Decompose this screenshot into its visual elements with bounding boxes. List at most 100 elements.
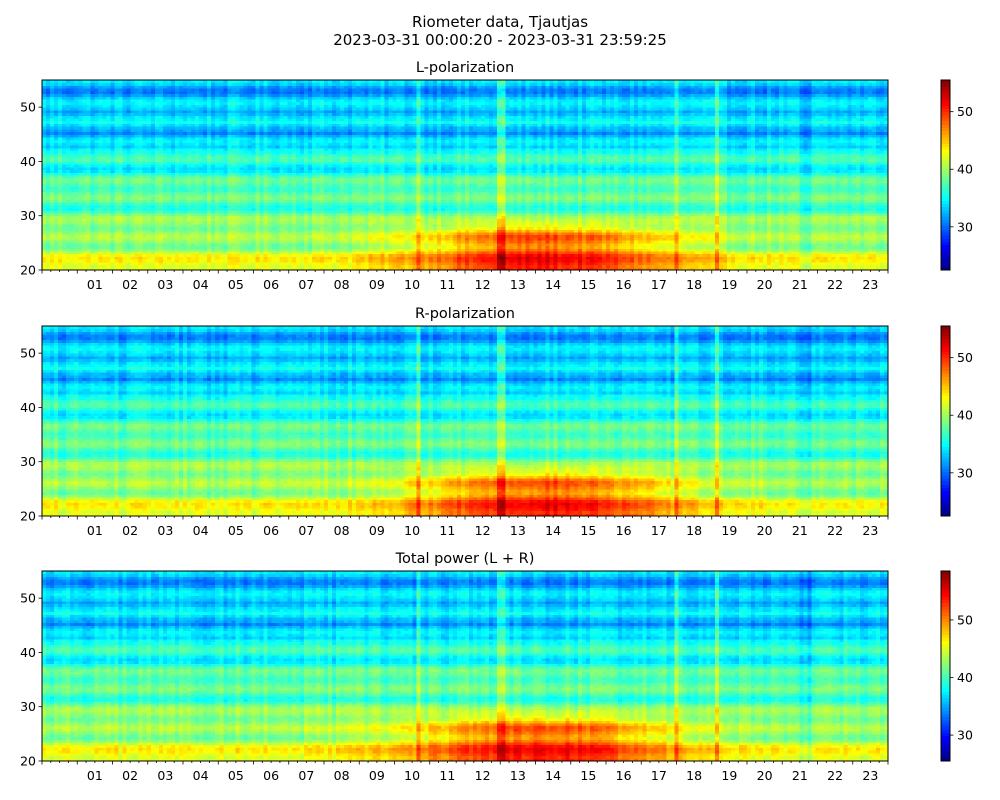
x-tick-label: 23 [862, 768, 878, 783]
x-tick-label: 02 [122, 768, 138, 783]
x-tick-label: 14 [545, 768, 561, 783]
x-tick-label: 12 [475, 523, 491, 538]
x-tick-label: 17 [651, 768, 667, 783]
y-tick-label: 20 [20, 263, 36, 278]
x-tick-label: 19 [721, 277, 737, 292]
x-tick-label: 06 [263, 768, 279, 783]
x-tick-label: 22 [827, 768, 843, 783]
x-tick-label: 06 [263, 277, 279, 292]
colorbar-tick-label: 40 [957, 162, 973, 177]
x-tick-label: 03 [157, 523, 173, 538]
panel-title: Total power (L + R) [395, 551, 535, 567]
x-tick-label: 01 [87, 523, 103, 538]
x-tick-label: 12 [475, 277, 491, 292]
colorbar-tick-label: 50 [957, 104, 973, 119]
y-tick-label: 50 [20, 100, 36, 115]
x-tick-label: 13 [510, 523, 526, 538]
heatmap-image [42, 326, 889, 517]
x-tick-label: 21 [792, 277, 808, 292]
panel-title: L-polarization [416, 60, 514, 76]
x-tick-label: 15 [580, 277, 596, 292]
panel-3: Total power (L + R)01 02 03 04 05 06 07 08 09 10 1… [20, 551, 973, 783]
x-tick-label: 13 [510, 277, 526, 292]
y-tick-label: 40 [20, 645, 36, 660]
x-tick-label: 06 [263, 523, 279, 538]
x-tick-label: 18 [686, 768, 702, 783]
heatmap-image [42, 80, 889, 271]
colorbar-tick-label: 30 [957, 465, 973, 480]
x-tick-label: 12 [475, 768, 491, 783]
y-tick-label: 20 [20, 754, 36, 769]
panel-1: L-polarization 01 02 03 04 05 06 07 08 09 10 11 12 13… [20, 60, 973, 292]
colorbar-tick-label: 40 [957, 408, 973, 423]
x-tick-label: 18 [686, 277, 702, 292]
x-tick-label: 15 [580, 768, 596, 783]
x-tick-label: 02 [122, 523, 138, 538]
heatmap-image [42, 571, 889, 762]
x-tick-label: 04 [193, 768, 209, 783]
x-tick-label: 17 [651, 523, 667, 538]
y-tick-label: 40 [20, 154, 36, 169]
x-tick-label: 16 [616, 277, 632, 292]
x-tick-label: 05 [228, 277, 244, 292]
x-tick-label: 13 [510, 768, 526, 783]
colorbar-tick-label: 40 [957, 670, 973, 685]
colorbar [941, 80, 950, 271]
x-tick-label: 20 [757, 768, 773, 783]
x-tick-label: 07 [298, 523, 314, 538]
x-tick-label: 10 [404, 768, 420, 783]
colorbar-tick-label: 30 [957, 219, 973, 234]
x-tick-label: 21 [792, 523, 808, 538]
x-tick-label: 08 [334, 523, 350, 538]
colorbar [941, 571, 950, 762]
x-tick-label: 14 [545, 523, 561, 538]
x-tick-label: 01 [87, 277, 103, 292]
x-tick-label: 17 [651, 277, 667, 292]
x-tick-label: 23 [862, 523, 878, 538]
x-tick-label: 16 [616, 768, 632, 783]
x-tick-label: 03 [157, 277, 173, 292]
x-tick-label: 05 [228, 523, 244, 538]
x-tick-label: 05 [228, 768, 244, 783]
x-tick-label: 10 [404, 523, 420, 538]
x-tick-label: 04 [193, 277, 209, 292]
panel-2: R-polarization 01 02 03 04 05 06 07 08 09 10 11 12 13… [20, 306, 973, 538]
x-tick-label: 19 [721, 523, 737, 538]
y-tick-label: 40 [20, 400, 36, 415]
x-tick-label: 09 [369, 768, 385, 783]
x-tick-label: 18 [686, 523, 702, 538]
colorbar [941, 326, 950, 517]
x-tick-label: 02 [122, 277, 138, 292]
y-tick-label: 30 [20, 208, 36, 223]
x-tick-label: 11 [439, 277, 455, 292]
x-tick-label: 04 [193, 523, 209, 538]
colorbar-tick-label: 50 [957, 612, 973, 627]
x-tick-label: 09 [369, 277, 385, 292]
colorbar-tick-label: 50 [957, 350, 973, 365]
x-tick-label: 11 [439, 523, 455, 538]
x-tick-label: 14 [545, 277, 561, 292]
x-tick-label: 16 [616, 523, 632, 538]
panel-title: R-polarization [415, 306, 515, 322]
x-tick-label: 21 [792, 768, 808, 783]
x-tick-label: 08 [334, 277, 350, 292]
x-tick-label: 10 [404, 277, 420, 292]
x-tick-label: 01 [87, 768, 103, 783]
y-tick-label: 50 [20, 346, 36, 361]
x-tick-label: 07 [298, 277, 314, 292]
x-tick-label: 08 [334, 768, 350, 783]
x-tick-label: 15 [580, 523, 596, 538]
x-tick-label: 23 [862, 277, 878, 292]
y-tick-label: 30 [20, 699, 36, 714]
y-tick-label: 30 [20, 454, 36, 469]
x-tick-label: 22 [827, 277, 843, 292]
y-tick-label: 50 [20, 591, 36, 606]
y-tick-label: 20 [20, 509, 36, 524]
x-tick-label: 09 [369, 523, 385, 538]
x-tick-label: 20 [757, 523, 773, 538]
x-tick-label: 22 [827, 523, 843, 538]
x-tick-label: 03 [157, 768, 173, 783]
x-tick-label: 20 [757, 277, 773, 292]
colorbar-tick-label: 30 [957, 728, 973, 743]
x-tick-label: 19 [721, 768, 737, 783]
